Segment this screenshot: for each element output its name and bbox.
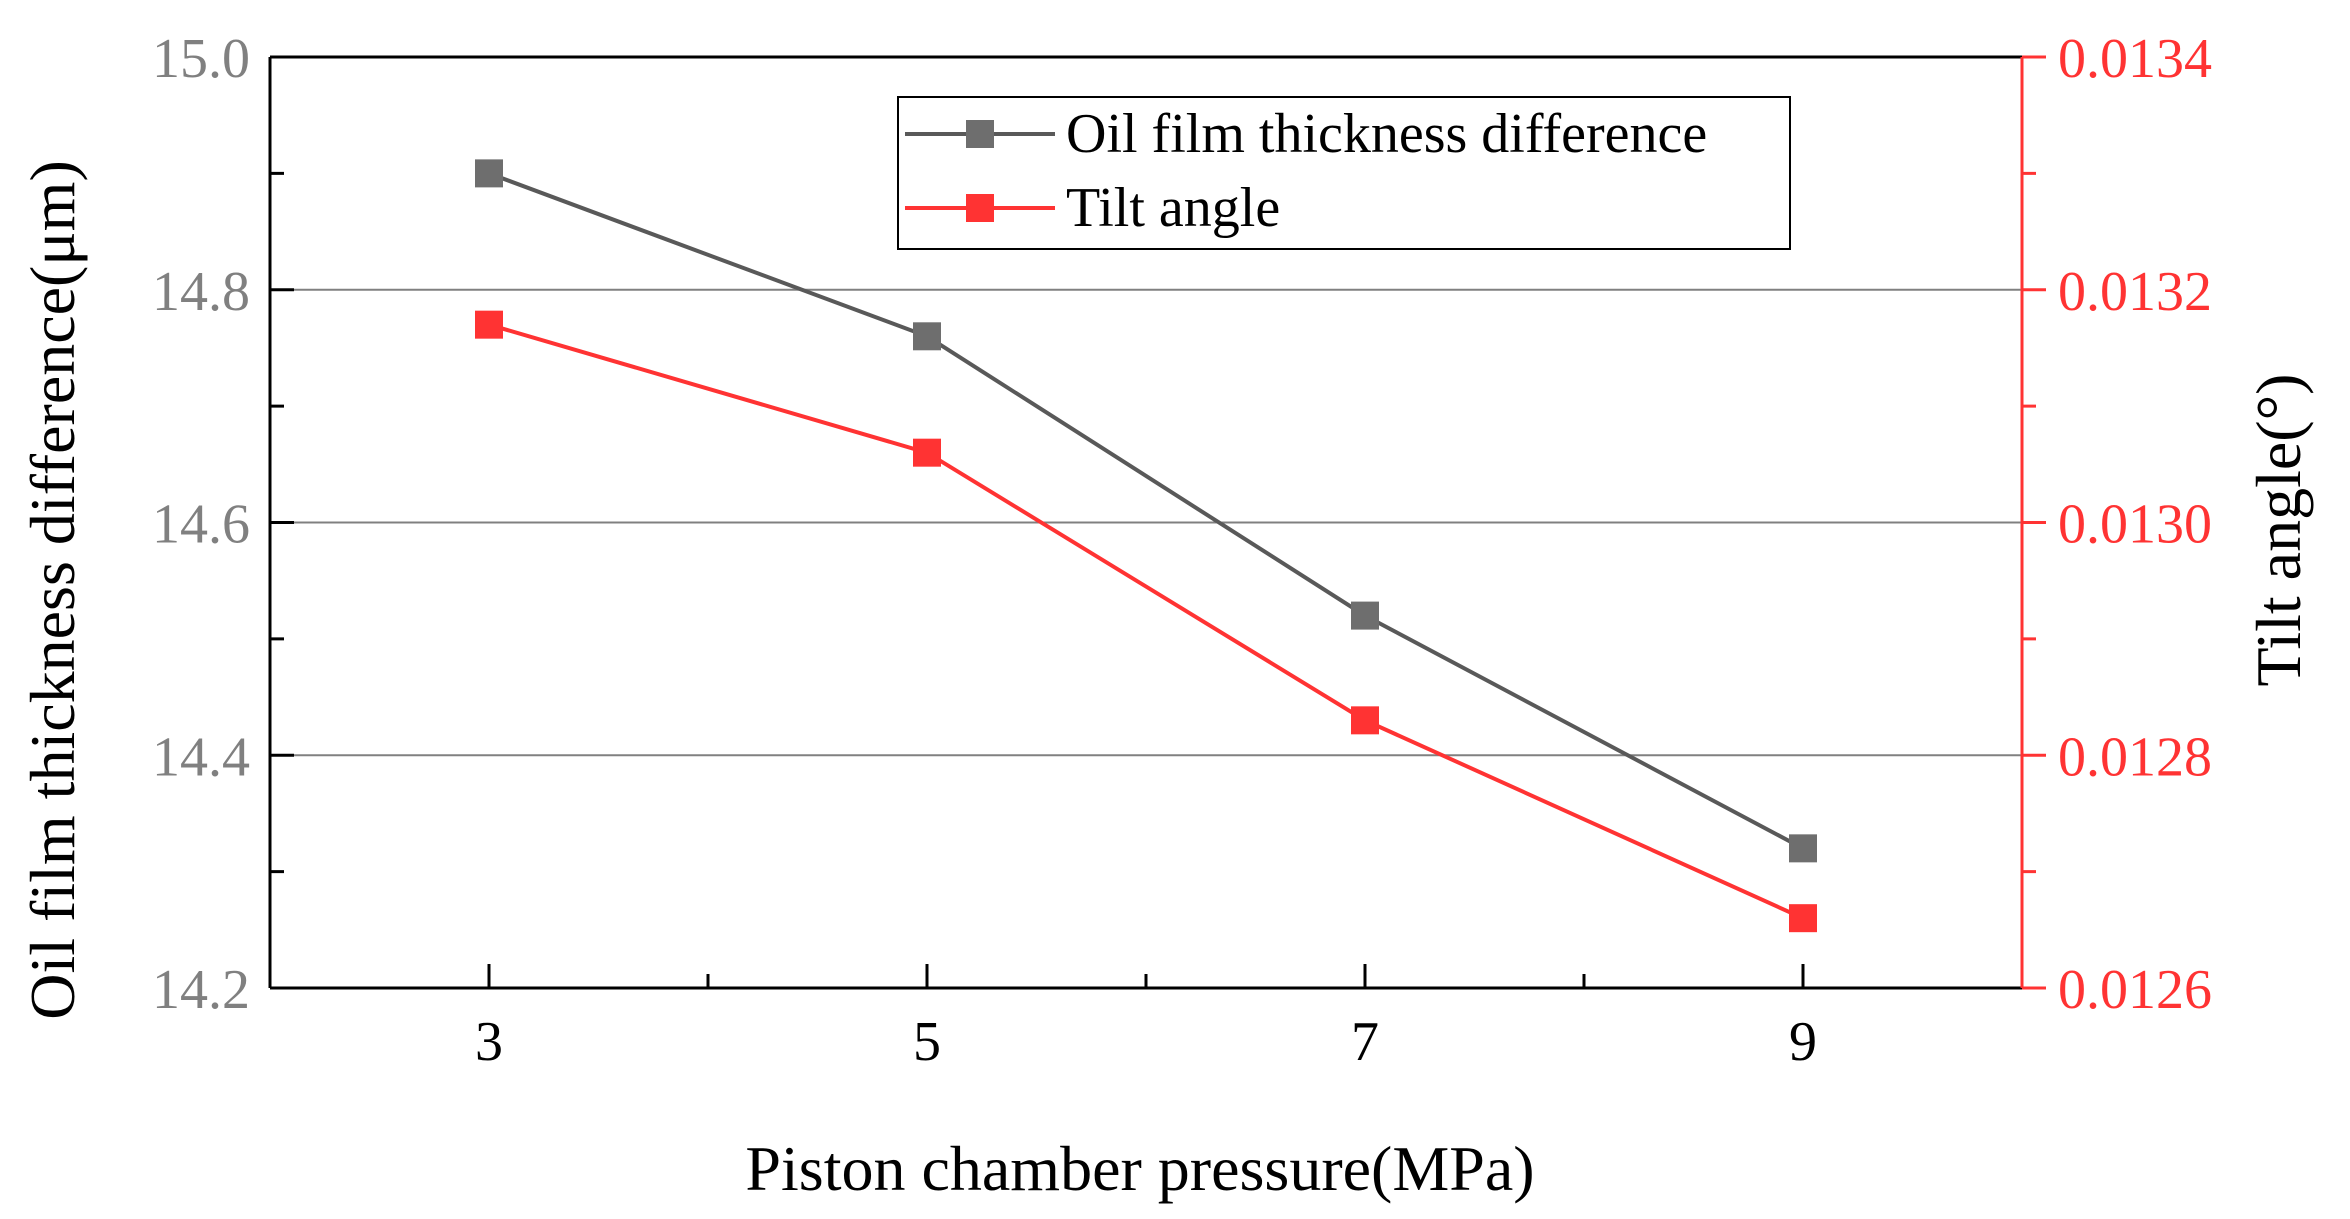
right-tick-label-4: 0.0134 — [2058, 28, 2212, 90]
ticks-layer: 14.2 14.4 14.6 14.8 15.0 0.0126 0.0128 0.0130 0.… — [152, 28, 2212, 1073]
x-axis-title: Piston chamber pressure(MPa) — [745, 1133, 1534, 1204]
legend: Oil film thickness difference Tilt angle — [897, 96, 1791, 250]
left-tick-label-1: 14.4 — [152, 726, 250, 788]
data-point-tilt-angle-9 — [1789, 904, 1817, 933]
data-point-tilt-angle-7 — [1351, 706, 1379, 735]
series-line-oil-film — [488, 171, 1804, 851]
legend-marker-tilt-angle — [966, 194, 994, 222]
legend-marker-oil-film — [966, 120, 994, 148]
right-tick-label-3: 0.0132 — [2058, 261, 2212, 323]
x-tick-label-0: 3 — [475, 1011, 503, 1073]
series-layer — [475, 159, 1817, 933]
left-tick-label-4: 15.0 — [152, 28, 250, 90]
data-point-oil-film-5 — [913, 322, 941, 351]
legend-label-tilt-angle: Tilt angle — [1066, 177, 1280, 239]
data-point-tilt-angle-5 — [913, 438, 941, 467]
data-point-oil-film-9 — [1789, 834, 1817, 863]
grid-layer — [270, 288, 2022, 757]
x-tick-label-3: 9 — [1789, 1011, 1817, 1073]
right-tick-label-0: 0.0126 — [2058, 959, 2212, 1021]
legend-label-oil-film: Oil film thickness difference — [1066, 103, 1707, 165]
left-tick-label-3: 14.8 — [152, 261, 250, 323]
data-point-tilt-angle-3 — [475, 310, 503, 339]
right-y-axis-title: Tilt angle(°) — [2243, 374, 2314, 687]
data-point-oil-film-3 — [475, 159, 503, 188]
series-line-tilt-angle — [488, 322, 1804, 920]
left-tick-label-0: 14.2 — [152, 959, 250, 1021]
legend-entry-oil-film: Oil film thickness difference — [905, 103, 1707, 165]
data-point-oil-film-7 — [1351, 601, 1379, 630]
left-y-axis-title: Oil film thickness difference(μm) — [17, 160, 88, 1020]
x-tick-label-1: 5 — [913, 1011, 941, 1073]
left-tick-label-2: 14.6 — [152, 494, 250, 556]
legend-box — [897, 96, 1791, 250]
right-tick-label-1: 0.0128 — [2058, 726, 2212, 788]
x-tick-label-2: 7 — [1351, 1011, 1379, 1073]
legend-entry-tilt-angle: Tilt angle — [905, 177, 1280, 239]
right-tick-label-2: 0.0130 — [2058, 494, 2212, 556]
